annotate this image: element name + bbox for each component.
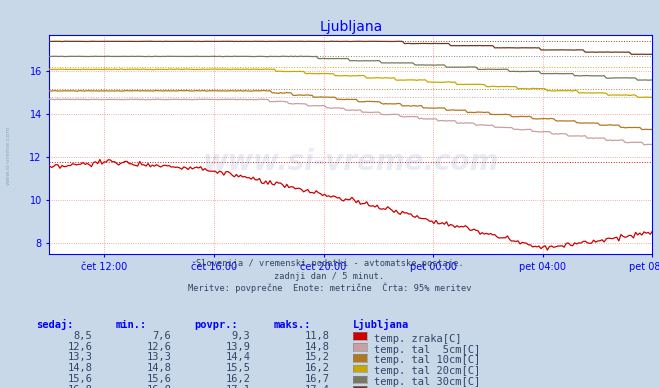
Text: 13,9: 13,9 (225, 341, 250, 352)
Text: temp. tal 10cm[C]: temp. tal 10cm[C] (374, 355, 480, 365)
Text: 13,3: 13,3 (146, 352, 171, 362)
Text: Ljubljana: Ljubljana (353, 319, 409, 330)
Text: Meritve: povprečne  Enote: metrične  Črta: 95% meritev: Meritve: povprečne Enote: metrične Črta:… (188, 283, 471, 293)
Text: 15,5: 15,5 (225, 363, 250, 373)
Text: 16,2: 16,2 (225, 374, 250, 384)
Text: www.si-vreme.com: www.si-vreme.com (203, 148, 499, 176)
Text: 16,8: 16,8 (146, 385, 171, 388)
Text: 14,8: 14,8 (146, 363, 171, 373)
Text: 14,4: 14,4 (225, 352, 250, 362)
Title: Ljubljana: Ljubljana (320, 20, 382, 34)
Text: 15,6: 15,6 (67, 374, 92, 384)
Text: temp. tal 30cm[C]: temp. tal 30cm[C] (374, 377, 480, 387)
Text: 7,6: 7,6 (153, 331, 171, 341)
Text: 12,6: 12,6 (67, 341, 92, 352)
Text: 15,6: 15,6 (146, 374, 171, 384)
Text: temp. tal 20cm[C]: temp. tal 20cm[C] (374, 366, 480, 376)
Text: min.:: min.: (115, 320, 146, 330)
Text: 15,2: 15,2 (304, 352, 330, 362)
Text: 13,3: 13,3 (67, 352, 92, 362)
Text: povpr.:: povpr.: (194, 320, 238, 330)
Text: 8,5: 8,5 (74, 331, 92, 341)
Text: 14,8: 14,8 (304, 341, 330, 352)
Text: www.si-vreme.com: www.si-vreme.com (5, 125, 11, 185)
Text: 17,1: 17,1 (225, 385, 250, 388)
Text: zadnji dan / 5 minut.: zadnji dan / 5 minut. (274, 272, 385, 281)
Text: 12,6: 12,6 (146, 341, 171, 352)
Text: temp. zraka[C]: temp. zraka[C] (374, 334, 461, 344)
Text: 16,8: 16,8 (67, 385, 92, 388)
Text: Slovenija / vremenski podatki - avtomatske postaje.: Slovenija / vremenski podatki - avtomats… (196, 259, 463, 268)
Text: 11,8: 11,8 (304, 331, 330, 341)
Text: maks.:: maks.: (273, 320, 311, 330)
Text: 16,7: 16,7 (304, 374, 330, 384)
Text: 14,8: 14,8 (67, 363, 92, 373)
Text: 16,2: 16,2 (304, 363, 330, 373)
Text: 17,4: 17,4 (304, 385, 330, 388)
Text: temp. tal  5cm[C]: temp. tal 5cm[C] (374, 345, 480, 355)
Text: sedaj:: sedaj: (36, 319, 74, 330)
Text: 9,3: 9,3 (232, 331, 250, 341)
